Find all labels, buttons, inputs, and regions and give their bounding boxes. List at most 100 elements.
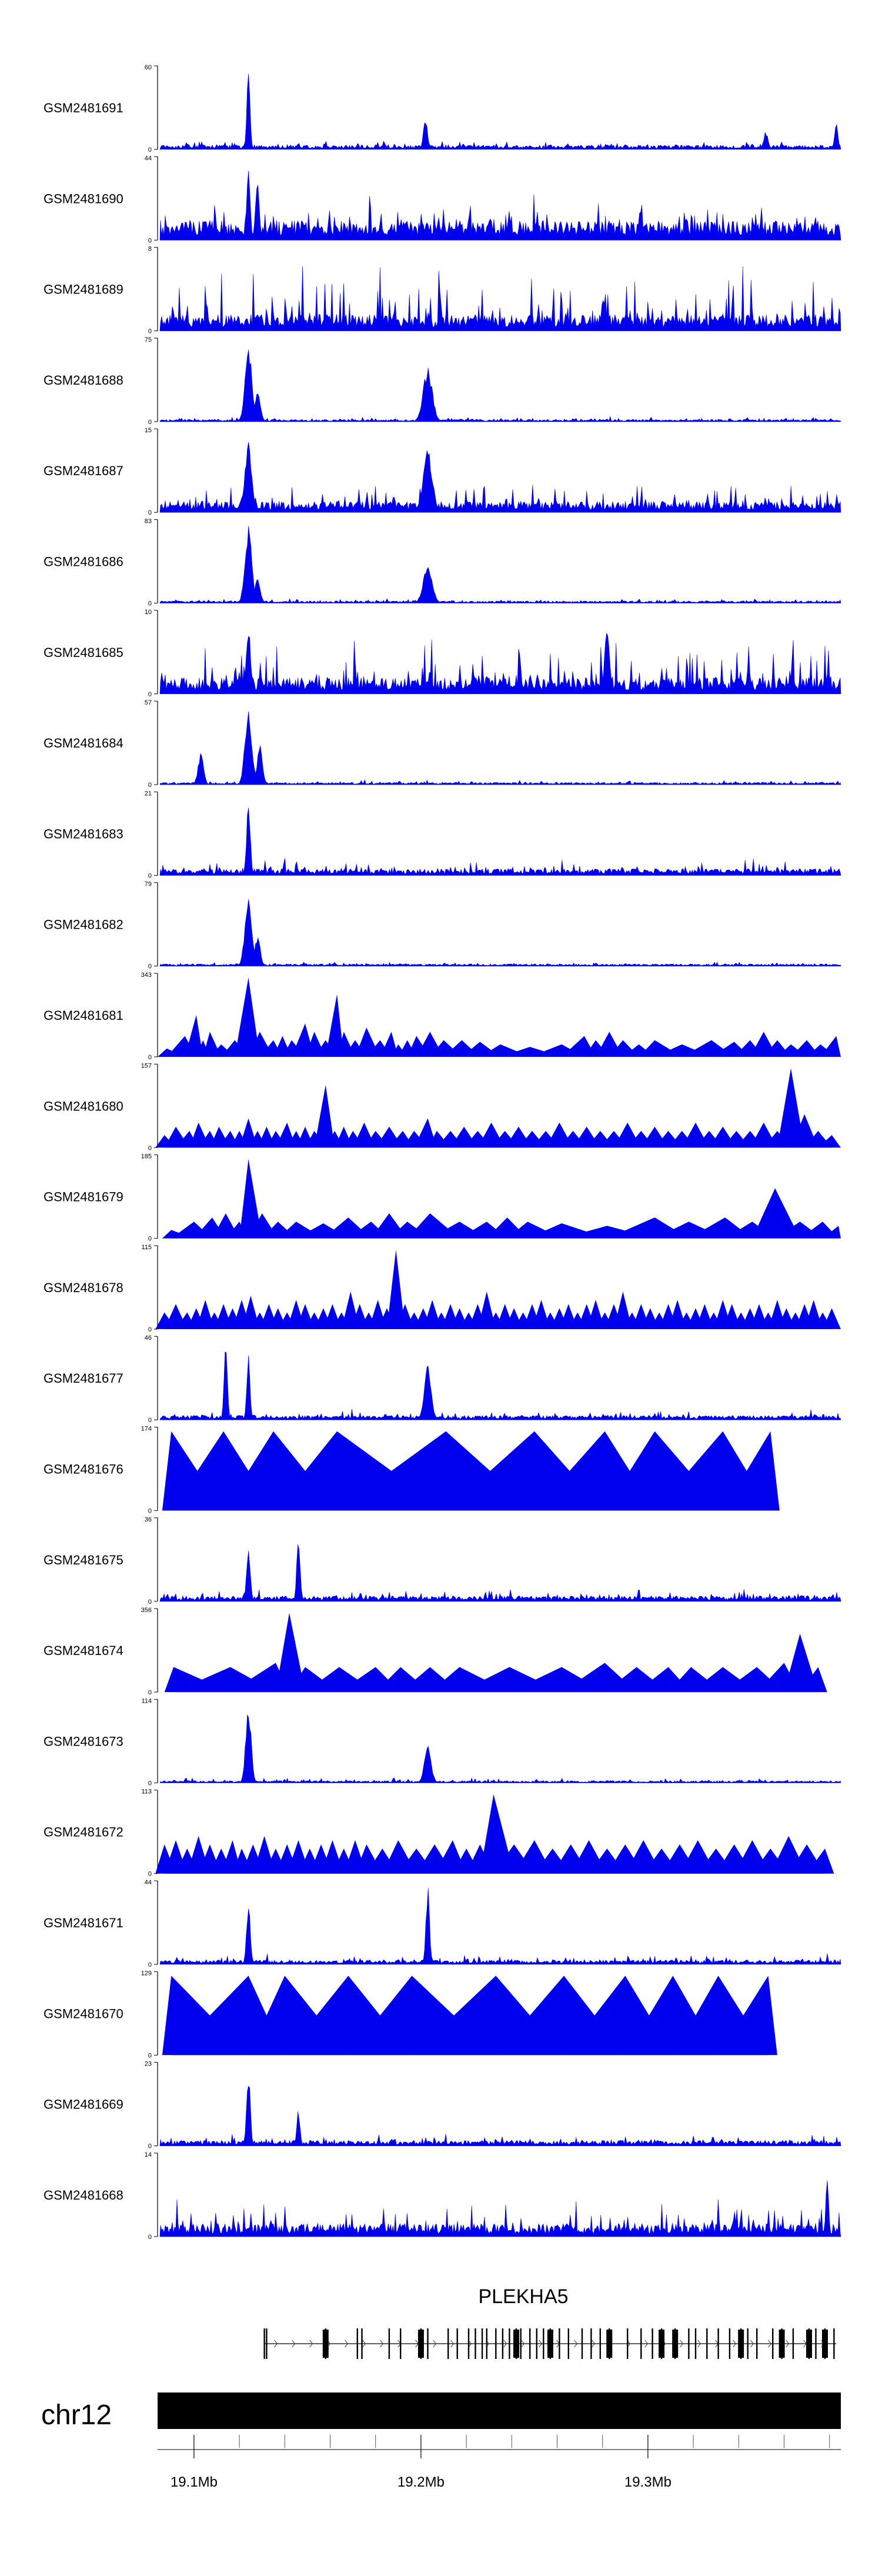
track-GSM2481686: GSM2481686 83 0: [44, 518, 841, 608]
track-GSM2481684: GSM2481684 57 0: [44, 699, 841, 789]
strand-arrow: [680, 2340, 684, 2348]
exon-block: [417, 2330, 424, 2358]
exon: [520, 2328, 522, 2359]
signal-area: [159, 899, 841, 966]
strand-arrow: [521, 2340, 525, 2348]
exon: [543, 2328, 544, 2359]
signal-tracks: GSM2481691600GSM2481690440GSM248168980GS…: [44, 64, 841, 2241]
exon: [502, 2328, 504, 2359]
signal-peak: [480, 1794, 514, 1874]
track-label: GSM2481676: [44, 1462, 123, 1477]
signal-area: [159, 349, 841, 422]
signal-peak: [387, 1250, 405, 1329]
track-GSM2481689: GSM2481689 8 0: [44, 246, 841, 335]
y-tick-label: 15: [145, 427, 152, 434]
y-tick-label: 0: [148, 963, 152, 970]
exon: [263, 2328, 265, 2359]
y-tick-label: 0: [148, 1054, 152, 1061]
signal-peak: [807, 1848, 834, 1874]
y-tick-label: 0: [148, 2143, 152, 2150]
exon: [559, 2328, 560, 2359]
signal-peak: [562, 1036, 596, 1057]
exon-block: [822, 2330, 828, 2358]
y-tick-label: 115: [141, 1244, 152, 1251]
y-tick-label: 0: [148, 1780, 152, 1787]
track-label: GSM2481690: [44, 191, 123, 206]
track-GSM2481675: GSM2481675 36 0: [44, 1516, 841, 1606]
track-label: GSM2481670: [44, 2006, 123, 2021]
signal-area: [159, 526, 841, 603]
track-GSM2481679: GSM2481679 185 0: [44, 1153, 841, 1243]
signal-peak: [823, 1226, 841, 1239]
exon: [833, 2328, 835, 2359]
x-axis: 19.1Mb 19.2Mb 19.3Mb: [158, 2435, 841, 2490]
chromosome-label: chr12: [41, 2400, 112, 2431]
signal-peak: [784, 1633, 818, 1693]
exon: [427, 2328, 429, 2359]
signal-peak: [823, 1308, 841, 1329]
exon-block: [672, 2330, 679, 2358]
y-tick-label: 83: [145, 518, 152, 525]
signal-area: [159, 1544, 841, 1602]
track-GSM2481676: GSM2481676 174 0: [44, 1426, 780, 1515]
chromosome-bar: [158, 2393, 841, 2429]
exon: [361, 2328, 363, 2359]
strand-arrow: [468, 2340, 472, 2348]
track-GSM2481682: GSM2481682 79 0: [44, 881, 841, 970]
exon: [627, 2328, 629, 2359]
track-label: GSM2481683: [44, 826, 123, 841]
y-tick-label: 36: [145, 1516, 152, 1523]
y-tick-label: 0: [148, 1871, 152, 1878]
track-label: GSM2481686: [44, 555, 123, 569]
track-label: GSM2481669: [44, 2097, 123, 2112]
signal-peak: [235, 977, 260, 1057]
strand-arrow: [292, 2340, 296, 2348]
y-tick-label: 0: [148, 328, 152, 335]
y-tick-label: 10: [145, 609, 152, 616]
track-GSM2481678: GSM2481678 115 0: [44, 1244, 841, 1333]
exon-block: [806, 2330, 812, 2358]
exon: [495, 2328, 497, 2359]
track-label: GSM2481691: [44, 101, 123, 115]
exon: [815, 2328, 817, 2359]
signal-peak: [230, 1663, 289, 1693]
y-tick-label: 0: [148, 1689, 152, 1696]
signal-peak: [820, 1036, 841, 1057]
signal-peak: [477, 1292, 496, 1329]
exon: [581, 2328, 583, 2359]
signal-area: [159, 711, 841, 785]
exon: [400, 2328, 402, 2359]
strand-arrow: [750, 2340, 754, 2348]
signal-area: [159, 1888, 841, 1965]
exon: [640, 2328, 642, 2359]
signal-area: [159, 266, 841, 331]
track-GSM2481688: GSM2481688 75 0: [44, 336, 841, 426]
exon-block: [513, 2330, 519, 2358]
y-tick-label: 23: [145, 2061, 152, 2068]
y-tick-label: 0: [148, 2234, 152, 2241]
track-GSM2481681: GSM2481681 343 0: [44, 972, 841, 1061]
strand-arrow: [733, 2340, 737, 2348]
track-label: GSM2481685: [44, 645, 123, 660]
y-tick-label: 21: [145, 790, 152, 797]
signal-peak: [752, 1188, 800, 1239]
y-tick-label: 185: [141, 1153, 152, 1160]
strand-arrow: [503, 2340, 507, 2348]
strand-arrow: [345, 2340, 349, 2348]
exon: [536, 2328, 537, 2359]
y-tick-label: 343: [141, 972, 152, 979]
y-tick-label: 174: [141, 1426, 152, 1433]
track-label: GSM2481680: [44, 1099, 123, 1113]
track-GSM2481673: GSM2481673 114 0: [44, 1697, 841, 1787]
signal-peak: [718, 1976, 777, 2056]
track-GSM2481671: GSM2481671 44 0: [44, 1879, 841, 1968]
exon: [792, 2328, 794, 2359]
exon: [729, 2328, 731, 2359]
exon: [756, 2328, 758, 2359]
signal-peak: [800, 1667, 827, 1693]
y-tick-label: 46: [145, 1334, 152, 1342]
track-label: GSM2481678: [44, 1280, 123, 1295]
track-label: GSM2481679: [44, 1190, 123, 1204]
track-GSM2481672: GSM2481672 113 0: [44, 1788, 834, 1878]
track-GSM2481677: GSM2481677 46 0: [44, 1334, 841, 1424]
